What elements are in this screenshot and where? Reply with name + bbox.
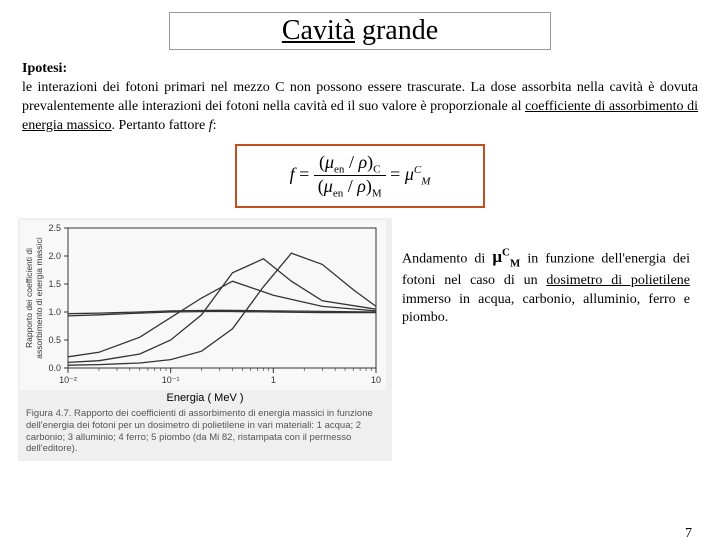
chart-x-label: Energia ( MeV ): [20, 392, 390, 404]
formula-box: f = (μen / ρ)C (μen / ρ)M = μCM: [235, 144, 485, 208]
chart-svg: 10⁻² 10⁻¹ 1 10 0.0 0.5 1.0 1.5 2.0 2.5 Rapporto de…: [20, 220, 386, 390]
svg-text:2.5: 2.5: [48, 223, 61, 233]
svg-text:2.0: 2.0: [48, 251, 61, 261]
formula-lhs: f: [290, 164, 295, 184]
svg-text:1.5: 1.5: [48, 279, 61, 289]
svg-text:10: 10: [371, 375, 381, 385]
dosimeter-underlined: dosimetro di polietilene: [546, 273, 690, 288]
svg-text:10⁻¹: 10⁻¹: [162, 375, 180, 385]
formula-rhs: μCM: [405, 164, 431, 184]
svg-text:Rapporto dei coefficienti di: Rapporto dei coefficienti di: [24, 248, 34, 348]
hypothesis-block: Ipotesi: le interazioni dei fotoni prima…: [0, 60, 720, 136]
hypothesis-text-3: :: [213, 118, 217, 133]
hypothesis-label: Ipotesi:: [22, 61, 67, 76]
mu-symbol: μCM: [492, 247, 520, 266]
page-title: Cavità grande: [169, 12, 551, 50]
figure-caption: Figura 4.7. Rapporto dei coefficienti di…: [20, 404, 390, 460]
formula-numerator: (μen / ρ)C: [314, 152, 386, 177]
svg-text:1: 1: [271, 375, 276, 385]
svg-text:assorbimento di energia massic: assorbimento di energia massici: [34, 237, 44, 359]
svg-text:1.0: 1.0: [48, 307, 61, 317]
hypothesis-text-2: . Pertanto fattore: [112, 118, 209, 133]
right-description: Andamento di μCM in funzione dell'energi…: [402, 218, 702, 462]
formula-fraction: (μen / ρ)C (μen / ρ)M: [314, 152, 386, 200]
title-plain: grande: [355, 15, 438, 46]
svg-text:0.0: 0.0: [48, 363, 61, 373]
svg-text:10⁻²: 10⁻²: [59, 375, 77, 385]
svg-text:0.5: 0.5: [48, 335, 61, 345]
formula-denominator: (μen / ρ)M: [314, 176, 386, 200]
title-underlined: Cavità: [282, 15, 355, 46]
chart-container: 10⁻² 10⁻¹ 1 10 0.0 0.5 1.0 1.5 2.0 2.5 Rapporto de…: [18, 218, 392, 462]
